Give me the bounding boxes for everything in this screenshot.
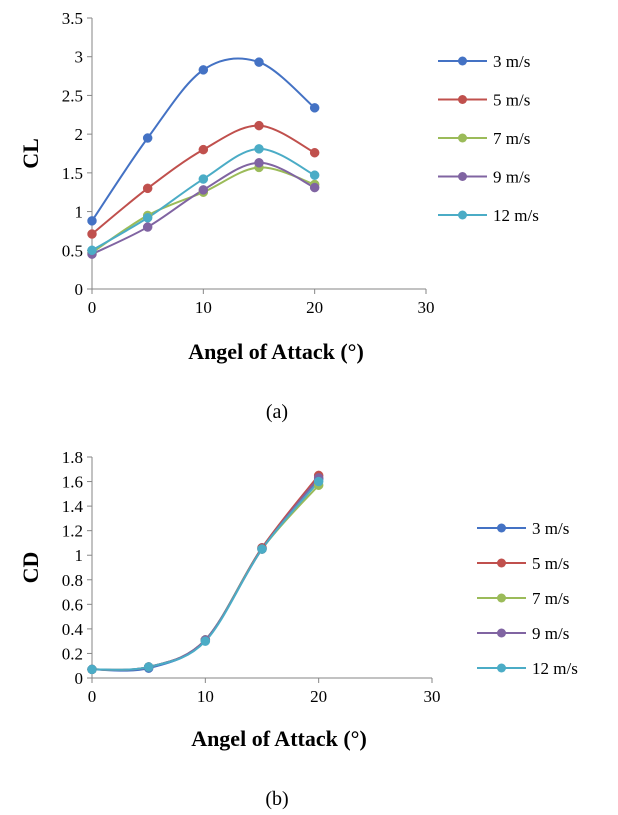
legend-swatch-marker	[458, 172, 467, 181]
data-point	[309, 170, 320, 180]
data-point	[87, 216, 97, 226]
legend-swatch-marker	[458, 56, 467, 66]
data-point	[309, 182, 320, 193]
legend-swatch-marker	[497, 593, 506, 603]
y-tick-label: 0	[75, 280, 84, 299]
data-point	[254, 120, 264, 131]
data-point	[309, 147, 320, 158]
y-tick-label: 1.6	[62, 473, 83, 492]
data-point	[142, 133, 153, 143]
y-tick-label: 0.8	[62, 571, 83, 590]
legend-swatch-marker	[458, 95, 467, 104]
legend-swatch-marker	[497, 558, 506, 568]
y-tick-label: 3.5	[62, 9, 83, 28]
legend-label: 5 m/s	[493, 91, 530, 110]
x-axis-label: Angel of Attack (°)	[191, 726, 367, 751]
x-tick-label: 20	[310, 687, 327, 706]
data-point	[198, 185, 209, 195]
legend: 3 m/s 5 m/s 7 m/s 9 m/s 12 m/s	[438, 52, 539, 225]
legend-swatch-marker	[497, 523, 506, 533]
data-point	[198, 174, 209, 184]
legend-label: 7 m/s	[493, 129, 530, 148]
chart-panel-a: 0 0.5 1 1.5 2 2.5 3 3.5 0 10 20 30 CL Angel of Attack…	[18, 9, 539, 423]
data-point	[257, 544, 267, 554]
data-point	[313, 476, 324, 487]
y-tick-label: 0.6	[62, 595, 83, 614]
data-point	[309, 103, 320, 113]
y-tick-label: 1	[75, 203, 84, 222]
x-tick-label: 20	[306, 298, 323, 317]
data-point	[87, 664, 97, 675]
y-tick-label: 1.4	[62, 497, 84, 516]
data-point	[142, 183, 153, 194]
y-tick-label: 1.2	[62, 522, 83, 541]
legend-label: 9 m/s	[532, 624, 569, 643]
x-tick-label: 10	[195, 298, 212, 317]
chart-panel-b: 0 0.2 0.4 0.6 0.8 1 1.2 1.4 1.6 1.8 0 10 20 30 CD Angel…	[18, 448, 578, 810]
x-tick-label: 0	[88, 298, 97, 317]
y-tick-label: 2	[75, 125, 84, 144]
data-point	[142, 213, 153, 223]
data-point	[254, 57, 264, 67]
y-tick-label: 0.5	[62, 241, 83, 260]
legend-label: 12 m/s	[532, 659, 578, 678]
data-point	[142, 222, 153, 232]
legend-label: 7 m/s	[532, 589, 569, 608]
y-tick-label: 3	[75, 48, 84, 67]
y-tick-label: 1.5	[62, 164, 83, 183]
legend-swatch-marker	[497, 663, 506, 673]
data-point	[87, 245, 97, 256]
data-point	[198, 144, 209, 155]
y-tick-label: 1	[75, 546, 84, 565]
panel-caption: (a)	[266, 401, 288, 423]
y-tick-label: 2.5	[62, 86, 83, 105]
x-tick-label: 30	[424, 687, 441, 706]
legend-swatch-marker	[458, 133, 467, 143]
y-axis-label: CD	[18, 552, 43, 584]
data-point	[254, 158, 264, 168]
x-tick-label: 10	[197, 687, 214, 706]
x-tick-label: 0	[88, 687, 97, 706]
y-tick-label: 0.2	[62, 644, 83, 663]
panel-caption: (b)	[265, 788, 288, 810]
x-axis-label: Angel of Attack (°)	[188, 339, 364, 364]
legend-label: 3 m/s	[532, 519, 569, 538]
legend-label: 12 m/s	[493, 206, 539, 225]
legend-label: 9 m/s	[493, 168, 530, 187]
legend-label: 5 m/s	[532, 554, 569, 573]
legend-label: 3 m/s	[493, 52, 530, 71]
x-tick-label: 30	[418, 298, 435, 317]
data-point	[254, 144, 264, 154]
series-line-5	[91, 147, 316, 252]
series-line-5	[91, 480, 320, 671]
y-tick-label: 0	[75, 669, 84, 688]
data-point	[198, 65, 209, 75]
data-point	[200, 636, 211, 646]
legend: 3 m/s 5 m/s 7 m/s 9 m/s 12 m/s	[477, 519, 578, 678]
data-point	[87, 229, 97, 239]
y-tick-label: 1.8	[62, 448, 83, 467]
data-point	[143, 662, 154, 672]
legend-swatch-marker	[458, 210, 467, 220]
legend-swatch-marker	[497, 628, 506, 638]
y-tick-label: 0.4	[62, 620, 84, 639]
y-axis-label: CL	[18, 138, 43, 169]
